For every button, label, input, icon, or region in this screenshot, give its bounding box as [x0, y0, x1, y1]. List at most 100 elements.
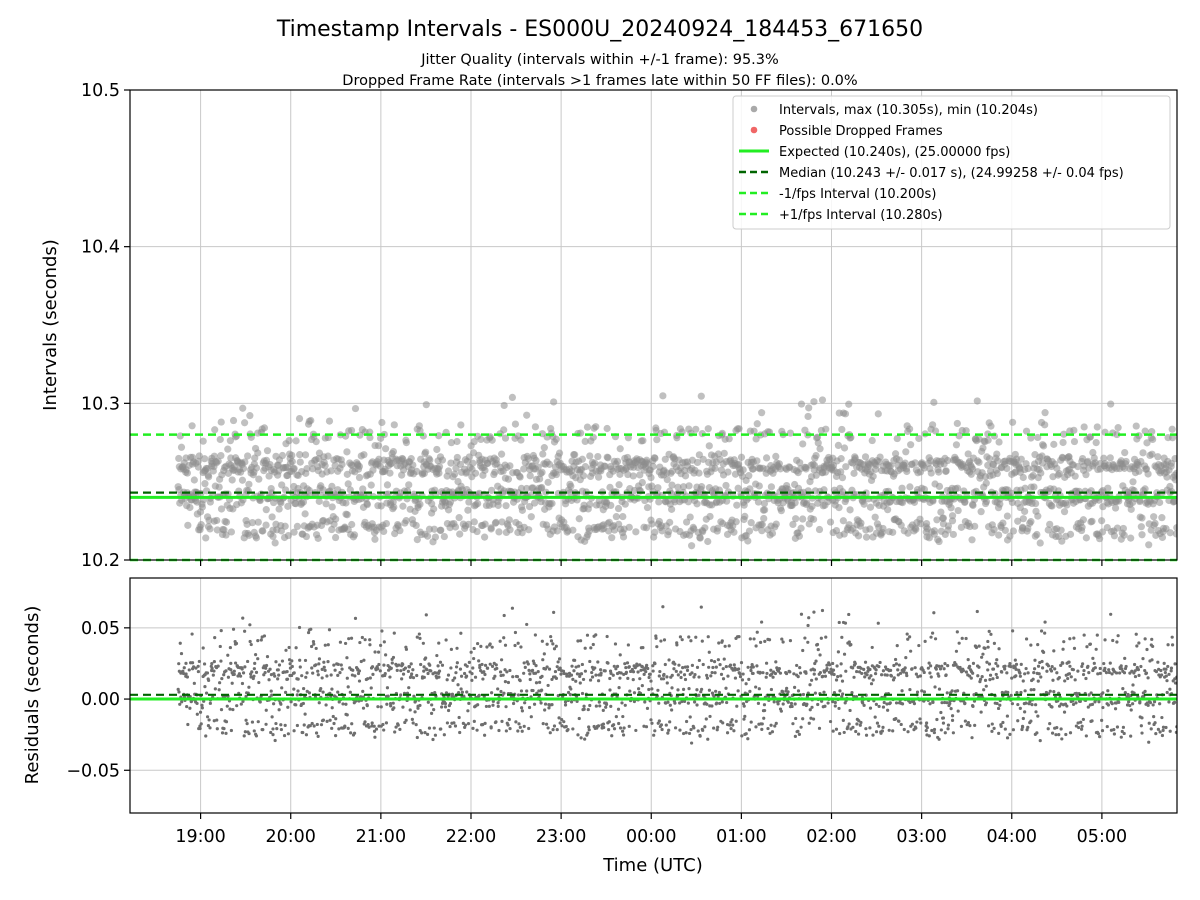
residual-point	[724, 686, 728, 690]
interval-point	[1071, 472, 1079, 480]
residual-point	[542, 652, 546, 656]
residual-point	[736, 689, 740, 693]
residual-point	[991, 677, 995, 681]
residual-point	[432, 726, 436, 730]
residual-point	[621, 733, 626, 737]
residual-point	[276, 677, 280, 681]
residual-point	[549, 634, 553, 639]
residual-point	[951, 731, 955, 735]
interval-point	[183, 469, 192, 477]
residual-point	[622, 726, 626, 730]
interval-point	[1168, 434, 1177, 442]
residual-point	[1018, 674, 1022, 678]
residual-point	[427, 726, 432, 730]
residual-point	[610, 734, 614, 738]
residual-point	[1129, 734, 1133, 738]
residual-point	[578, 681, 582, 685]
residual-point	[1166, 664, 1170, 669]
residual-point	[410, 717, 414, 722]
interval-point	[175, 454, 183, 463]
residual-point	[623, 662, 627, 666]
interval-point	[1041, 421, 1049, 429]
residual-point	[906, 637, 910, 641]
residual-point	[1057, 733, 1061, 737]
residual-point	[457, 690, 461, 695]
residual-point	[286, 705, 290, 709]
residual-point	[796, 675, 800, 679]
residual-point	[871, 733, 875, 737]
residual-point	[855, 722, 859, 726]
residual-point	[475, 728, 479, 732]
residual-point	[727, 644, 731, 648]
residual-point	[520, 706, 524, 710]
residual-point	[914, 726, 918, 730]
residual-point	[955, 630, 959, 634]
residual-point	[855, 669, 859, 674]
residual-point	[860, 671, 864, 676]
residual-point	[618, 653, 622, 657]
residual-point	[763, 708, 767, 713]
residual-point	[928, 702, 932, 706]
residual-point	[977, 665, 981, 669]
residual-point	[337, 700, 341, 704]
residual-point	[370, 721, 374, 725]
residual-point	[280, 686, 284, 690]
residual-point	[994, 661, 998, 666]
residual-point	[1036, 643, 1040, 647]
residual-point	[544, 722, 549, 726]
interval-point	[348, 520, 356, 529]
residual-point	[765, 671, 769, 676]
residual-point	[296, 689, 300, 693]
residual-point	[792, 672, 796, 676]
residual-point	[1156, 660, 1160, 664]
residual-point	[1098, 735, 1102, 739]
residual-point	[1115, 725, 1120, 729]
residual-point	[264, 666, 268, 670]
residual-point	[309, 644, 314, 649]
interval-point	[217, 451, 225, 460]
residual-point	[859, 720, 863, 725]
residual-point	[889, 668, 893, 672]
residual-point	[1008, 732, 1012, 736]
residual-point	[233, 661, 238, 665]
residual-point	[612, 723, 616, 727]
residual-point	[588, 659, 592, 664]
residual-point	[248, 639, 252, 644]
residual-point	[615, 664, 620, 669]
interval-point	[295, 414, 304, 423]
residual-point	[184, 672, 188, 676]
interval-point	[332, 515, 340, 523]
residual-point	[817, 726, 822, 730]
residual-point	[389, 704, 393, 708]
residual-point	[325, 674, 329, 678]
interval-point	[435, 462, 444, 471]
top-plot-frame	[129, 89, 1178, 561]
interval-point	[610, 526, 619, 534]
interval-point	[265, 472, 273, 480]
residual-point	[1055, 726, 1059, 730]
residual-point	[515, 675, 520, 679]
residual-point	[715, 728, 719, 732]
residual-point	[1003, 727, 1007, 731]
residual-point	[816, 702, 820, 707]
residual-point	[531, 688, 535, 693]
interval-point	[629, 472, 637, 480]
interval-point	[866, 525, 874, 533]
x-tick-label: 05:00	[1077, 827, 1127, 847]
residual-point	[607, 720, 611, 724]
residual-point	[1145, 647, 1149, 652]
residual-point	[461, 721, 465, 725]
residual-point	[315, 722, 319, 727]
residual-point	[317, 657, 322, 661]
interval-point	[389, 447, 398, 456]
residual-point	[755, 630, 759, 634]
residual-point	[368, 638, 372, 642]
residual-point	[533, 671, 538, 675]
residual-point	[730, 718, 734, 722]
residual-point	[1059, 663, 1063, 667]
residual-point	[707, 650, 711, 654]
residual-point	[531, 659, 535, 663]
interval-point	[733, 501, 741, 509]
residual-point	[874, 730, 879, 734]
interval-point	[211, 426, 219, 434]
